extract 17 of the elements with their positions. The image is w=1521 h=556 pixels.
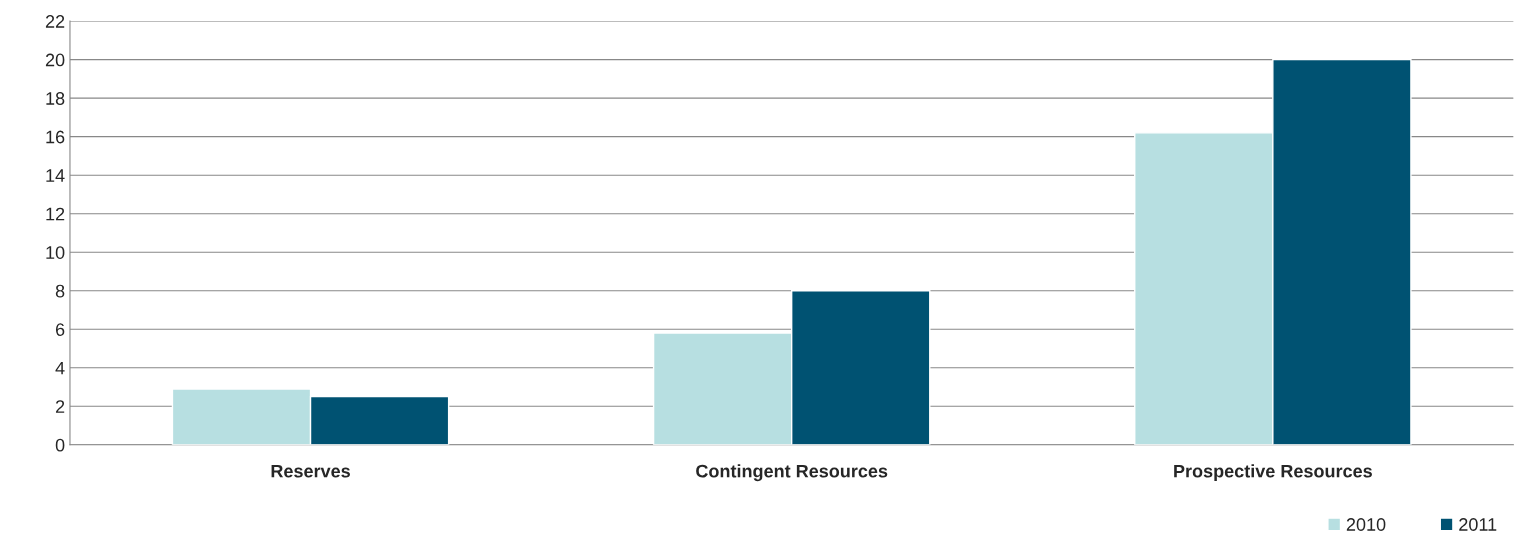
y-tick-label: 20 bbox=[45, 53, 65, 67]
y-tick-label: 14 bbox=[46, 169, 65, 182]
y-tick-label: 12 bbox=[46, 207, 65, 221]
y-tick-label: 8 bbox=[55, 284, 65, 298]
y-tick-label: 22 bbox=[45, 15, 65, 28]
legend-label: 2010 bbox=[1346, 518, 1386, 531]
y-tick-label: 2 bbox=[55, 400, 65, 413]
y-tick-label: 0 bbox=[55, 438, 65, 452]
x-tick-label: Reserves bbox=[271, 464, 350, 478]
legend-label: 2011 bbox=[1459, 518, 1497, 531]
x-tick-label: Prospective Resources bbox=[1174, 464, 1372, 482]
y-tick-label: 18 bbox=[46, 92, 65, 105]
y-tick-label: 4 bbox=[55, 361, 65, 375]
x-tick-label: Contingent Resources bbox=[696, 464, 888, 482]
y-tick-label: 10 bbox=[46, 246, 65, 259]
y-tick-label: 16 bbox=[46, 130, 65, 144]
y-tick-label: 6 bbox=[55, 323, 65, 336]
